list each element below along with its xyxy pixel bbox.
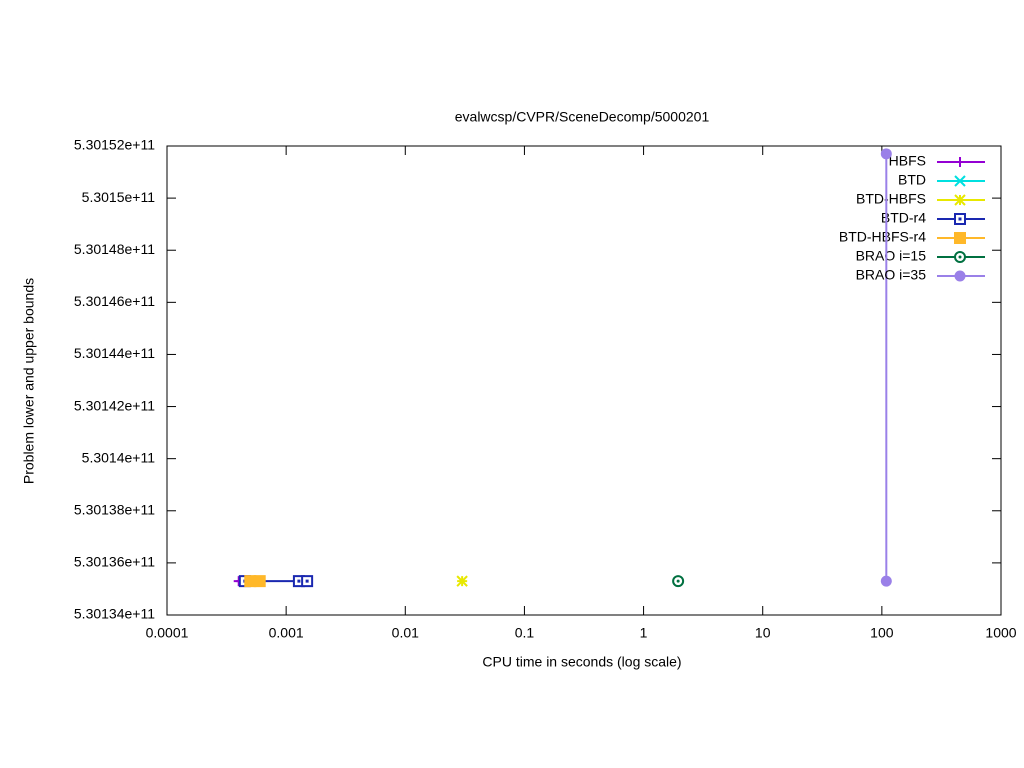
y-tick-label: 5.30138e+11 [74, 501, 155, 517]
plot-frame [166, 145, 1002, 616]
data-point [954, 251, 966, 263]
data-point [456, 575, 468, 587]
y-tick-label: 5.3014e+11 [82, 449, 156, 465]
marker-shape [297, 579, 301, 583]
marker-shape [253, 575, 266, 588]
y-tick-label: 5.30146e+11 [74, 293, 155, 309]
x-tick-label: 0.001 [269, 625, 304, 641]
marker-shape [958, 255, 962, 259]
x-tick-label: 100 [870, 625, 894, 641]
data-point [954, 232, 966, 244]
data-point [672, 575, 685, 588]
y-tick-label: 5.30136e+11 [74, 554, 155, 570]
y-axis-label: Problem lower and upper bounds [21, 278, 37, 484]
x-tick-label: 10 [755, 625, 771, 641]
y-tick-label: 5.3015e+11 [82, 189, 156, 205]
data-point [880, 148, 892, 160]
marker-shape [880, 575, 892, 587]
legend-label: BTD [898, 172, 926, 188]
legend-label: BTD-HBFS [856, 191, 926, 207]
data-point [954, 175, 966, 187]
x-axis-label: CPU time in seconds (log scale) [482, 654, 681, 670]
data-point [954, 213, 966, 225]
data-point [955, 157, 965, 167]
y-tick-label: 5.30148e+11 [74, 241, 155, 257]
marker-shape [305, 579, 309, 583]
marker-shape [244, 575, 257, 588]
marker-shape [958, 217, 962, 221]
marker-shape [954, 232, 966, 244]
x-tick-label: 1000 [985, 625, 1016, 641]
data-point [954, 270, 966, 282]
marker-stroke [456, 575, 468, 587]
marker-shape [880, 148, 892, 160]
data-point [301, 575, 314, 588]
legend-label: BTD-r4 [881, 210, 926, 226]
x-tick-label: 1 [640, 625, 648, 641]
marker-stroke [954, 175, 966, 187]
marker-stroke [954, 194, 966, 206]
y-tick-label: 5.30142e+11 [74, 397, 155, 413]
y-tick-label: 5.30144e+11 [74, 345, 155, 361]
data-point [880, 575, 892, 587]
legend-label: HBFS [889, 153, 926, 169]
legend-label: BRAO i=15 [856, 248, 927, 264]
data-point [244, 575, 257, 588]
y-tick-label: 5.30152e+11 [74, 137, 155, 153]
data-point [253, 575, 266, 588]
x-tick-label: 0.01 [392, 625, 419, 641]
legend-label: BRAO i=35 [856, 267, 927, 283]
data-point [954, 194, 966, 206]
legend-label: BTD-HBFS-r4 [839, 229, 926, 245]
x-tick-label: 0.0001 [146, 625, 189, 641]
y-tick-label: 5.30134e+11 [74, 606, 155, 622]
marker-shape [676, 579, 680, 583]
marker-shape [954, 270, 966, 282]
chart-title: evalwcsp/CVPR/SceneDecomp/5000201 [455, 109, 710, 125]
x-tick-label: 0.1 [515, 625, 535, 641]
